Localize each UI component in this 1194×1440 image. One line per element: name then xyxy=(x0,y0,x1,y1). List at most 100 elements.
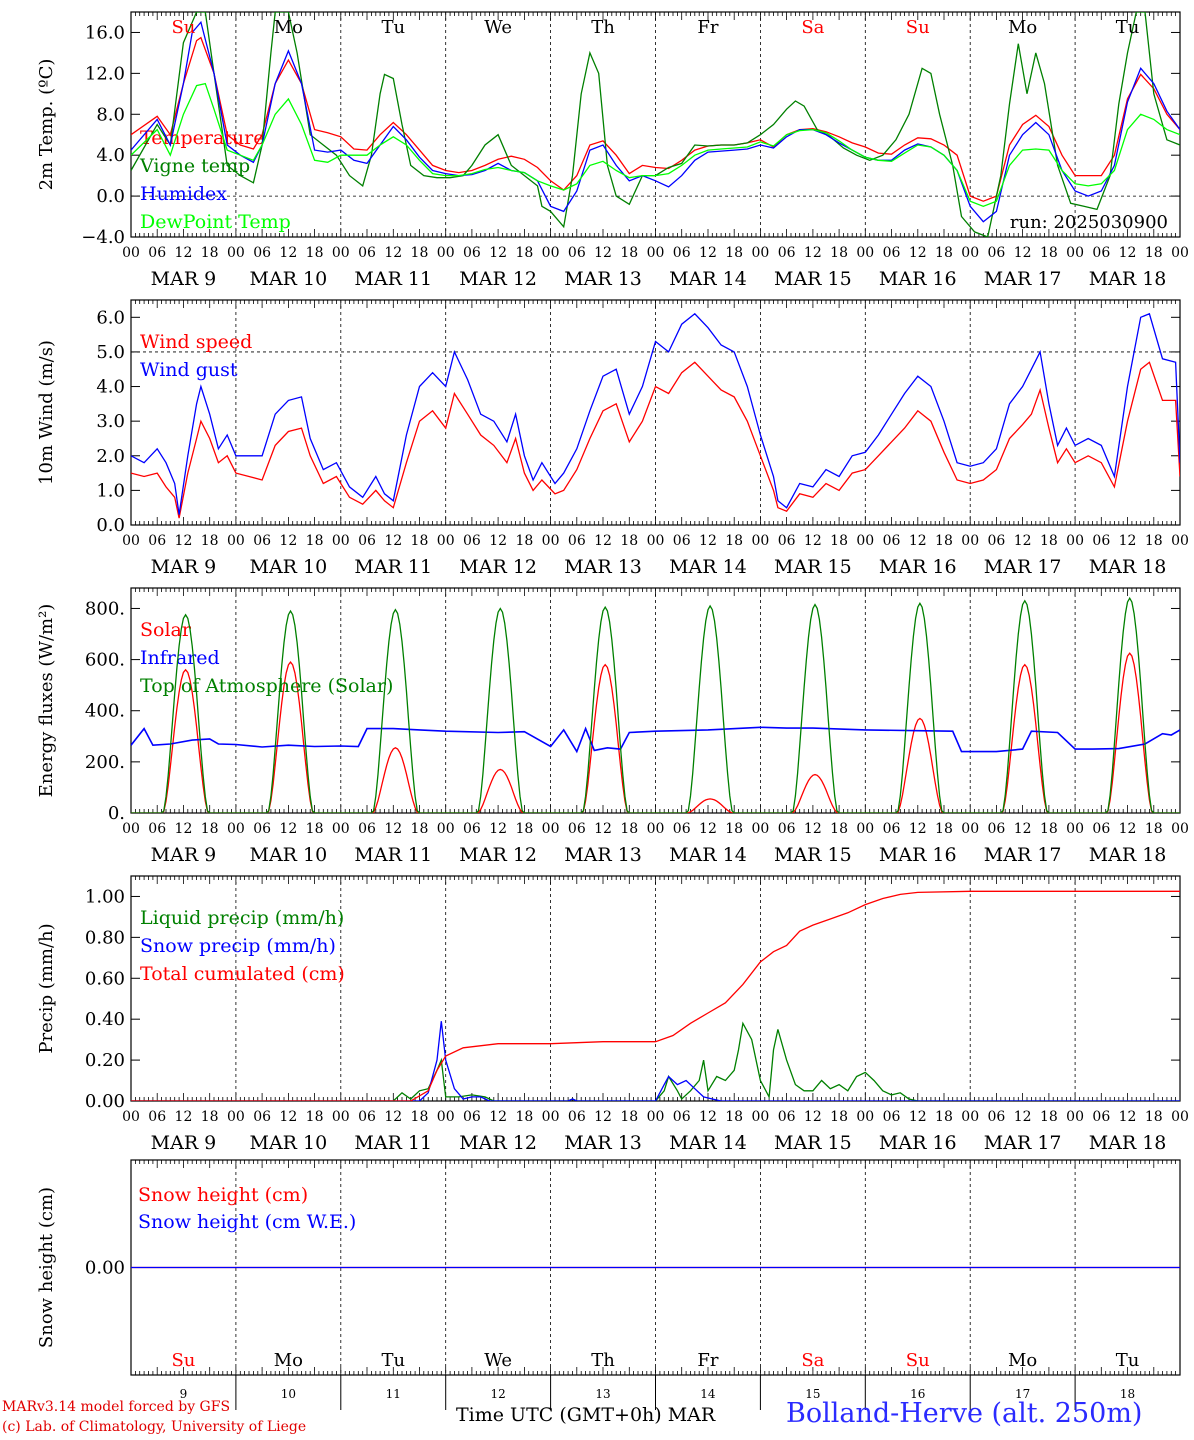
hour-label: 00 xyxy=(647,821,665,837)
hour-label: 12 xyxy=(384,245,402,261)
hour-label: 12 xyxy=(1119,821,1137,837)
hour-label: 18 xyxy=(725,245,743,261)
hour-label: 12 xyxy=(384,533,402,549)
y-axis-title: 2m Temp. (ºC) xyxy=(36,59,57,191)
day-abbr: Th xyxy=(591,17,615,38)
hour-label: 18 xyxy=(1145,533,1163,549)
hour-label: 18 xyxy=(1040,533,1058,549)
hour-label: 18 xyxy=(306,1109,324,1125)
hour-label: 06 xyxy=(253,821,271,837)
y-tick-label: 0.80 xyxy=(85,927,125,948)
day-abbr: We xyxy=(484,17,512,38)
legend-entry: Humidex xyxy=(140,183,227,205)
hour-label: 00 xyxy=(122,1109,140,1125)
y-tick-label: 0. xyxy=(108,803,125,824)
hour-label: 06 xyxy=(358,1109,376,1125)
hour-label: 06 xyxy=(463,1109,481,1125)
hour-label: 18 xyxy=(515,821,533,837)
date-label: MAR 17 xyxy=(984,268,1062,290)
hour-label: 12 xyxy=(699,533,717,549)
hour-label: 06 xyxy=(148,1109,166,1125)
hour-label: 18 xyxy=(1040,821,1058,837)
day-number: 14 xyxy=(700,1387,716,1401)
day-abbr: Tu xyxy=(1116,17,1140,38)
hour-label: 00 xyxy=(332,821,350,837)
hour-label: 12 xyxy=(909,1109,927,1125)
date-label: MAR 12 xyxy=(459,268,537,290)
hour-label: 18 xyxy=(935,821,953,837)
date-label: MAR 16 xyxy=(879,268,957,290)
hour-ticks xyxy=(130,1160,1181,1375)
y-tick-label: 12.0 xyxy=(85,63,125,84)
y-tick-label: 0.0 xyxy=(96,515,125,536)
hour-label: 00 xyxy=(647,533,665,549)
y-tick-label: 400. xyxy=(85,701,125,722)
day-abbr: Tu xyxy=(381,17,405,38)
hour-label: 18 xyxy=(515,245,533,261)
legend-entry: Infrared xyxy=(140,647,220,669)
y-axis-title: 10m Wind (m/s) xyxy=(36,340,57,485)
legend-entry: Snow height (cm) xyxy=(138,1184,308,1206)
date-label: MAR 11 xyxy=(354,556,432,578)
hour-label: 06 xyxy=(883,1109,901,1125)
hour-label: 00 xyxy=(122,533,140,549)
hour-label: 06 xyxy=(253,1109,271,1125)
hour-label: 00 xyxy=(122,821,140,837)
series-liquid-precip-mm-h- xyxy=(131,1021,1180,1101)
hour-label: 18 xyxy=(306,533,324,549)
legend-entry: Vigne temp xyxy=(139,155,250,177)
hour-label: 00 xyxy=(332,1109,350,1125)
hour-label: 06 xyxy=(1092,245,1110,261)
hour-label: 12 xyxy=(699,821,717,837)
date-label: MAR 14 xyxy=(669,556,747,578)
hour-label: 06 xyxy=(463,245,481,261)
date-label: MAR 16 xyxy=(879,556,957,578)
hour-label: 18 xyxy=(1145,1109,1163,1125)
day-abbr: Tu xyxy=(381,1350,405,1371)
series-solar xyxy=(131,652,1180,813)
hour-label: 12 xyxy=(1014,821,1032,837)
day-abbr: Tu xyxy=(1116,1350,1140,1371)
hour-label: 12 xyxy=(175,533,193,549)
hour-label: 00 xyxy=(437,533,455,549)
hour-label: 12 xyxy=(804,1109,822,1125)
hour-label: 12 xyxy=(1119,1109,1137,1125)
hour-label: 00 xyxy=(227,821,245,837)
hour-label: 06 xyxy=(673,245,691,261)
day-number: 18 xyxy=(1120,1387,1135,1401)
hour-label: 00 xyxy=(122,245,140,261)
hour-label: 00 xyxy=(542,1109,560,1125)
hour-label: 12 xyxy=(594,245,612,261)
y-tick-label: 8.0 xyxy=(96,104,125,125)
hour-label: 00 xyxy=(332,533,350,549)
time-axis-title: Time UTC (GMT+0h) MAR xyxy=(456,1404,716,1426)
hour-label: 18 xyxy=(830,1109,848,1125)
hour-label: 06 xyxy=(568,245,586,261)
date-label: MAR 13 xyxy=(564,268,642,290)
hour-label: 18 xyxy=(620,821,638,837)
day-abbr: Mo xyxy=(274,1350,303,1371)
panel-frame xyxy=(130,587,1181,814)
hour-label: 18 xyxy=(725,821,743,837)
day-number: 17 xyxy=(1015,1387,1030,1401)
hour-label: 18 xyxy=(830,245,848,261)
y-tick-label: 3.0 xyxy=(96,411,125,432)
hour-label: 00 xyxy=(751,533,769,549)
hour-label: 06 xyxy=(988,821,1006,837)
day-abbr: Fr xyxy=(697,17,718,38)
hour-label: 06 xyxy=(253,245,271,261)
hour-label: 12 xyxy=(1014,1109,1032,1125)
hour-label: 12 xyxy=(279,533,297,549)
hour-label: 06 xyxy=(358,821,376,837)
day-abbr: Su xyxy=(906,1350,930,1371)
hour-label: 18 xyxy=(935,533,953,549)
day-abbr: Mo xyxy=(1008,1350,1037,1371)
hour-label: 06 xyxy=(1092,533,1110,549)
y-tick-label: 0.20 xyxy=(85,1050,125,1071)
hour-label: 00 xyxy=(542,821,560,837)
date-label: MAR 15 xyxy=(774,1132,852,1154)
hour-label: 12 xyxy=(909,533,927,549)
hour-label: 12 xyxy=(1119,245,1137,261)
legend-entry: Snow precip (mm/h) xyxy=(140,935,336,957)
hour-label: 00 xyxy=(647,245,665,261)
